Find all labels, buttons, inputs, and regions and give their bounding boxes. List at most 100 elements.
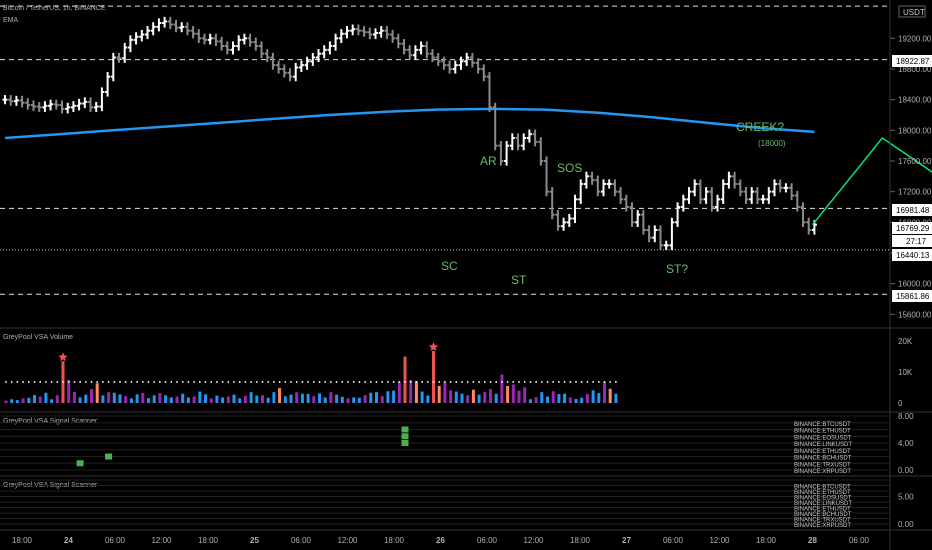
ohlc-candle (13, 95, 19, 106)
volume-avg-dot (79, 381, 81, 383)
scanner-tick-label: 8.00 (898, 412, 914, 421)
currency-badge[interactable]: USDT (898, 5, 926, 18)
volume-pane-title[interactable]: GreyPool VSA Volume (3, 334, 73, 341)
volume-avg-dot (415, 381, 418, 383)
volume-bar (147, 398, 150, 403)
ohlc-candle (327, 41, 333, 55)
ohlc-candle (48, 99, 54, 111)
ema-indicator-label[interactable]: EMA (3, 17, 19, 24)
ohlc-candle (418, 41, 424, 55)
badge-upper-line: 18922.87 (896, 57, 930, 66)
volume-bar (608, 388, 612, 403)
volume-bar (289, 394, 293, 403)
symbol-title[interactable]: Bitcoin / TetherUS, 1h, BINANCE (3, 5, 106, 12)
volume-bar (386, 391, 390, 403)
scanner-symbol-label: BINANCE:ETHUSDT (794, 490, 851, 496)
volume-avg-dot (358, 381, 361, 383)
volume-avg-dot (102, 381, 104, 383)
volume-bar (283, 396, 287, 403)
ohlc-candle (680, 194, 686, 212)
scanner-signal-cell (401, 426, 409, 433)
volume-avg-dot (483, 381, 486, 383)
volume-avg-dot (130, 381, 133, 383)
volume-bar (369, 392, 373, 403)
volume-bar (563, 393, 567, 403)
volume-avg-dot (455, 381, 458, 383)
volume-avg-dot (558, 381, 560, 383)
ohlc-candle (264, 49, 270, 63)
volume-avg-dot (466, 381, 469, 383)
volume-avg-dot (5, 381, 7, 383)
scanner-symbol-label: BINANCE:XRPUSDT (794, 469, 851, 475)
ohlc-candle (487, 72, 492, 112)
ohlc-candle (743, 187, 749, 204)
price-tick-label: 18400.00 (898, 96, 932, 105)
volume-bar (266, 397, 270, 403)
ohlc-candle (173, 19, 179, 33)
scanner-symbol-label: BINANCE:EOSUSDT (794, 435, 852, 441)
volume-avg-dot (147, 381, 150, 383)
time-tick-label: 18:00 (756, 536, 777, 545)
volume-bar (21, 398, 25, 403)
volume-bar (477, 394, 481, 403)
volume-bar (112, 392, 116, 403)
ohlc-candle (772, 179, 777, 197)
volume-avg-dot (124, 381, 127, 383)
ohlc-candle (464, 52, 470, 66)
projection-path (811, 136, 932, 226)
volume-avg-dot (84, 381, 87, 383)
badge-lower-line: 15861.86 (896, 292, 930, 301)
volume-bar (546, 396, 549, 403)
volume-bar (215, 395, 219, 403)
time-axis[interactable]: 18:00 24 06:00 12:00 18:00 25 06:00 12:00 18:00 2… (12, 536, 870, 545)
scanner-symbol-label: BINANCE:LINKUSDT (794, 501, 852, 507)
volume-avg-dot (546, 381, 549, 383)
scanner1-title[interactable]: GreyPool VSA Signal Scanner (3, 418, 98, 425)
volume-bar (363, 395, 367, 403)
ohlc-candle (532, 129, 538, 147)
volume-bar (443, 382, 447, 403)
ohlc-candle (612, 179, 618, 197)
ohlc-candle (737, 179, 743, 197)
volume-bar (107, 392, 111, 403)
volume-avg-dot (586, 381, 589, 383)
ohlc-candle (133, 32, 139, 45)
volume-bar (261, 395, 264, 403)
price-tick-label: 19200.00 (898, 34, 932, 43)
volume-bar (44, 392, 48, 403)
ohlc-candle (521, 133, 527, 151)
ohlc-candle (595, 175, 601, 197)
volume-avg-dot (426, 381, 429, 383)
ohlc-candle (65, 102, 71, 114)
volume-bar (95, 383, 99, 403)
volume-avg-dot (181, 381, 184, 383)
badge-last-price: 16769.29 (896, 224, 930, 233)
volume-avg-dot (227, 381, 230, 383)
volume-bar (192, 396, 196, 403)
volume-bar (489, 389, 492, 403)
volume-avg-dot (512, 381, 515, 383)
time-tick-label: 06:00 (477, 536, 498, 545)
ohlc-candle (475, 58, 481, 74)
volume-bar (169, 397, 173, 403)
volume-bar (568, 397, 572, 403)
volume-bar (580, 397, 584, 403)
scanner-symbol-label: BINANCE:BCHUSDT (794, 456, 852, 462)
volume-avg-dot (398, 381, 401, 383)
ohlc-candle (196, 29, 202, 43)
volume-avg-dot (324, 381, 327, 383)
volume-avg-dot (159, 381, 161, 383)
scanner-symbol-label: BINANCE:ETHUSDT (794, 429, 851, 435)
scanner-tick-label: 0.00 (898, 520, 914, 529)
volume-avg-dot (267, 381, 270, 383)
ohlc-candle (412, 45, 418, 60)
volume-avg-dot (90, 381, 93, 383)
badge-dotted-line: 16440.13 (896, 251, 930, 260)
ohlc-candle (162, 16, 168, 28)
time-tick-label: 06:00 (291, 536, 312, 545)
volume-avg-dot (381, 381, 384, 383)
volume-avg-dot (27, 381, 30, 383)
scanner-symbol-label: BINANCE:EOSUSDT (794, 496, 852, 502)
ohlc-candle (344, 26, 350, 39)
